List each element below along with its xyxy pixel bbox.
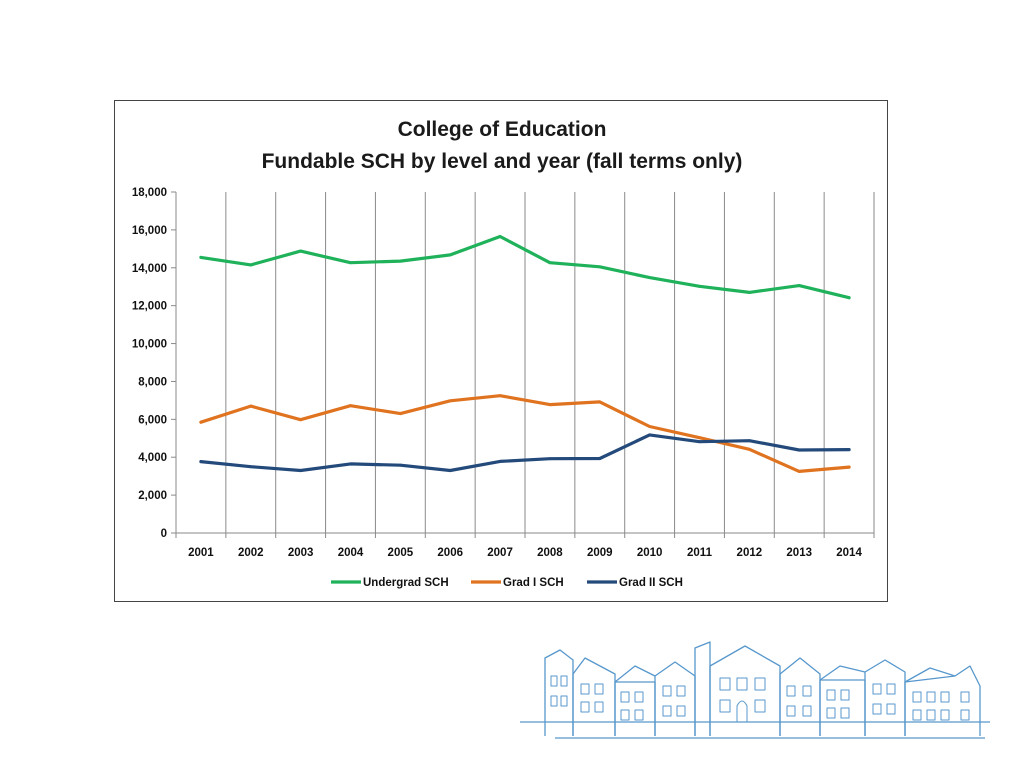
data-point (548, 403, 552, 406)
data-point (698, 284, 701, 288)
data-point (249, 404, 253, 408)
data-point (448, 253, 452, 257)
data-point (199, 255, 203, 259)
data-point (548, 261, 552, 265)
x-tick-label: 2010 (637, 547, 663, 559)
gridlines (225, 192, 875, 533)
data-point (648, 425, 652, 428)
series-lines (199, 234, 851, 473)
data-point (598, 400, 602, 404)
x-tick-label: 2014 (836, 547, 862, 559)
series-line-undergrad-sch (199, 234, 851, 300)
data-point (349, 261, 352, 265)
x-tick-label: 2003 (288, 547, 314, 559)
university-building-icon (520, 641, 990, 739)
data-point (598, 265, 602, 269)
y-tick-label: 2,000 (138, 490, 167, 502)
y-tick-label: 0 (161, 528, 167, 540)
legend: Undergrad SCH Grad I SCH Grad II SCH (331, 577, 683, 589)
data-point (648, 276, 652, 280)
y-tick-label: 18,000 (132, 187, 167, 199)
x-tick-label: 2008 (537, 547, 563, 559)
data-point (797, 470, 801, 473)
axes: 0 2,000 4,000 6,000 8,000 10,000 12,000 14,000 1… (132, 187, 875, 559)
x-tick-label: 2013 (786, 547, 812, 559)
data-point (349, 404, 352, 408)
data-point (249, 263, 253, 267)
series-line-grad-i-sch (199, 394, 851, 473)
data-point (698, 440, 701, 444)
x-tick-label: 2011 (687, 547, 713, 559)
data-point (847, 465, 851, 469)
data-point (797, 448, 801, 452)
y-tick-label: 10,000 (132, 339, 167, 351)
data-point (698, 436, 701, 440)
data-point (548, 457, 552, 461)
x-tick-label: 2001 (188, 547, 214, 559)
y-tick-label: 4,000 (138, 452, 167, 464)
data-point (448, 469, 452, 472)
data-point (747, 439, 751, 443)
legend-label: Grad I SCH (503, 577, 564, 589)
x-tick-label: 2009 (587, 547, 613, 559)
data-point (299, 249, 303, 253)
data-point (498, 235, 502, 238)
x-tick-label: 2006 (437, 547, 463, 559)
data-point (299, 418, 303, 422)
data-point (847, 448, 851, 452)
line-chart: College of Education Fundable SCH by lev… (132, 118, 875, 589)
data-point (448, 399, 452, 403)
data-point (847, 296, 851, 300)
x-tick-label: 2002 (238, 547, 264, 559)
x-tick-label: 2005 (388, 547, 414, 559)
data-point (498, 394, 502, 398)
data-point (299, 469, 303, 472)
legend-label: Grad II SCH (619, 577, 683, 589)
x-tick-label: 2004 (338, 547, 364, 559)
chart-subtitle: Fundable SCH by level and year (fall ter… (262, 150, 743, 173)
data-point (398, 463, 402, 467)
data-point (199, 460, 203, 463)
data-point (398, 412, 402, 416)
y-tick-label: 14,000 (132, 263, 167, 275)
data-point (747, 447, 751, 451)
data-point (199, 420, 203, 424)
y-tick-label: 6,000 (138, 414, 167, 426)
data-point (747, 291, 751, 294)
data-point (498, 459, 502, 463)
chart-title: College of Education (398, 118, 607, 141)
x-tick-label: 2012 (737, 547, 763, 559)
data-point (249, 465, 253, 469)
data-point (797, 284, 801, 287)
x-tick-label: 2007 (487, 547, 513, 559)
series-line-grad-ii-sch (199, 433, 851, 473)
y-tick-label: 16,000 (132, 225, 167, 237)
chart-frame: College of Education Fundable SCH by lev… (114, 100, 888, 602)
data-point (648, 433, 652, 437)
data-point (398, 259, 402, 263)
y-tick-label: 12,000 (132, 301, 167, 313)
legend-label: Undergrad SCH (363, 577, 449, 589)
data-point (598, 457, 602, 460)
data-point (349, 462, 352, 466)
y-tick-label: 8,000 (138, 376, 167, 388)
